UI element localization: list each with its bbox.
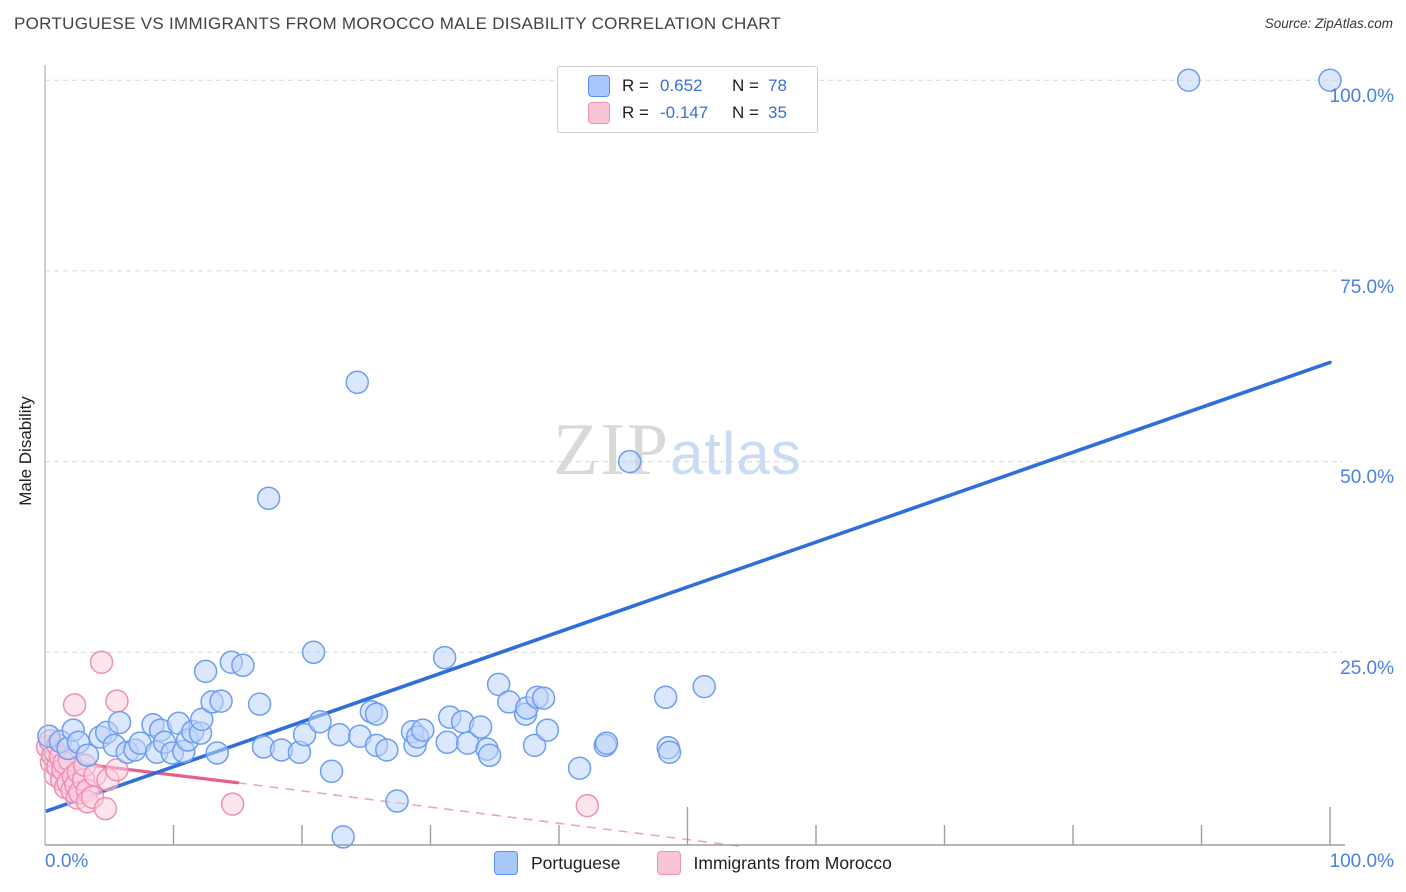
scatter-point-portuguese[interactable]: [1318, 68, 1342, 92]
stats-row-morocco: R = -0.147 N = 35: [588, 102, 817, 124]
scatter-point-morocco[interactable]: [89, 650, 114, 674]
x-axis-label-100: 100.0%: [1329, 851, 1394, 872]
portuguese-swatch-icon: [588, 75, 610, 97]
scatter-point-portuguese[interactable]: [327, 722, 352, 747]
r-value-morocco: -0.147: [660, 103, 709, 122]
scatter-point-portuguese[interactable]: [331, 825, 355, 849]
y-axis-label-50: 50.0%: [1340, 467, 1394, 488]
n-value-morocco: 35: [768, 103, 787, 122]
scatter-point-portuguese[interactable]: [364, 702, 389, 726]
morocco-trendline-extension: [237, 781, 740, 847]
scatter-point-portuguese[interactable]: [308, 709, 332, 734]
scatter-point-portuguese[interactable]: [1176, 68, 1201, 92]
scatter-point-portuguese[interactable]: [535, 718, 560, 742]
n-label: N =: [732, 76, 759, 95]
scatter-point-portuguese[interactable]: [292, 722, 317, 747]
scatter-point-portuguese[interactable]: [107, 710, 132, 735]
y-axis-label-100: 100.0%: [1329, 86, 1394, 107]
scatter-point-portuguese[interactable]: [531, 686, 556, 710]
scatter-point-morocco[interactable]: [93, 796, 118, 821]
legend-item-portuguese: Portuguese: [494, 851, 643, 875]
scatter-point-portuguese[interactable]: [375, 738, 399, 762]
scatter-point-portuguese[interactable]: [477, 743, 502, 768]
scatter-point-morocco[interactable]: [220, 792, 245, 816]
n-label: N =: [732, 103, 759, 122]
scatter-point-portuguese[interactable]: [567, 756, 592, 780]
scatter-point-portuguese[interactable]: [435, 730, 459, 755]
scatter-point-portuguese[interactable]: [657, 740, 682, 764]
scatter-point-portuguese[interactable]: [301, 640, 326, 665]
morocco-legend-swatch-icon: [656, 851, 681, 875]
zipatlas-watermark: ZIPatlas: [553, 408, 802, 493]
scatter-point-portuguese[interactable]: [692, 674, 716, 699]
scatter-point-portuguese[interactable]: [486, 672, 511, 697]
morocco-swatch-icon: [588, 102, 610, 124]
scatter-point-portuguese[interactable]: [75, 743, 100, 768]
scatter-point-portuguese[interactable]: [193, 659, 218, 684]
legend-label-portuguese: Portuguese: [531, 852, 621, 873]
scatter-point-portuguese[interactable]: [522, 733, 547, 758]
scatter-point-portuguese[interactable]: [190, 707, 214, 732]
x-axis-label-0: 0.0%: [45, 851, 89, 872]
scatter-point-portuguese[interactable]: [432, 645, 457, 670]
n-value-portuguese: 78: [768, 76, 787, 95]
r-value-portuguese: 0.652: [660, 76, 703, 95]
portuguese-legend-swatch-icon: [494, 851, 518, 875]
source-credit: Source: ZipAtlas.com: [1264, 16, 1393, 31]
series-legend: Portuguese Immigrants from Morocco: [494, 851, 914, 875]
y-axis-title: Male Disability: [16, 396, 35, 506]
scatter-point-morocco[interactable]: [105, 689, 129, 713]
y-axis-label-75: 75.0%: [1340, 277, 1394, 298]
watermark-zip: ZIP: [553, 409, 670, 491]
legend-item-morocco: Immigrants from Morocco: [656, 851, 914, 875]
r-label: R =: [622, 76, 649, 95]
r-label: R =: [622, 103, 649, 122]
scatter-point-portuguese[interactable]: [247, 692, 272, 716]
portuguese-trendline: [45, 360, 1332, 813]
scatter-point-portuguese[interactable]: [205, 741, 229, 765]
correlation-stats-box: R = 0.652 N = 78 R = -0.147 N = 35: [557, 66, 818, 133]
scatter-point-portuguese[interactable]: [231, 653, 255, 678]
scatter-point-portuguese[interactable]: [385, 789, 409, 813]
legend-label-morocco: Immigrants from Morocco: [693, 852, 892, 873]
scatter-point-portuguese[interactable]: [653, 685, 678, 710]
scatter-point-portuguese[interactable]: [256, 486, 281, 510]
page-title: PORTUGUESE VS IMMIGRANTS FROM MOROCCO MA…: [14, 14, 782, 33]
y-axis-label-25: 25.0%: [1340, 658, 1394, 679]
scatter-point-portuguese[interactable]: [617, 449, 642, 474]
scatter-point-portuguese[interactable]: [594, 731, 619, 755]
scatter-point-portuguese[interactable]: [319, 759, 344, 784]
scatter-point-portuguese[interactable]: [468, 715, 493, 739]
stats-row-portuguese: R = 0.652 N = 78: [588, 75, 817, 97]
watermark-atlas: atlas: [670, 420, 802, 487]
scatter-point-portuguese[interactable]: [209, 689, 233, 713]
scatter-point-morocco[interactable]: [105, 758, 129, 782]
scatter-point-portuguese[interactable]: [345, 370, 370, 395]
scatter-point-portuguese[interactable]: [411, 718, 435, 742]
scatter-point-morocco[interactable]: [575, 793, 600, 818]
scatter-point-morocco[interactable]: [62, 693, 87, 717]
